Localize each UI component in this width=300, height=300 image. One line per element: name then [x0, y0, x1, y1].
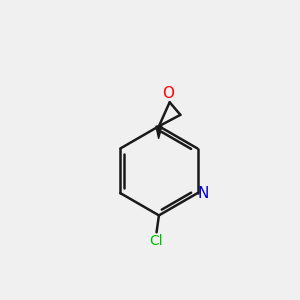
- Text: N: N: [197, 186, 208, 201]
- Text: Cl: Cl: [150, 234, 164, 248]
- Polygon shape: [156, 126, 162, 139]
- Text: O: O: [162, 86, 174, 101]
